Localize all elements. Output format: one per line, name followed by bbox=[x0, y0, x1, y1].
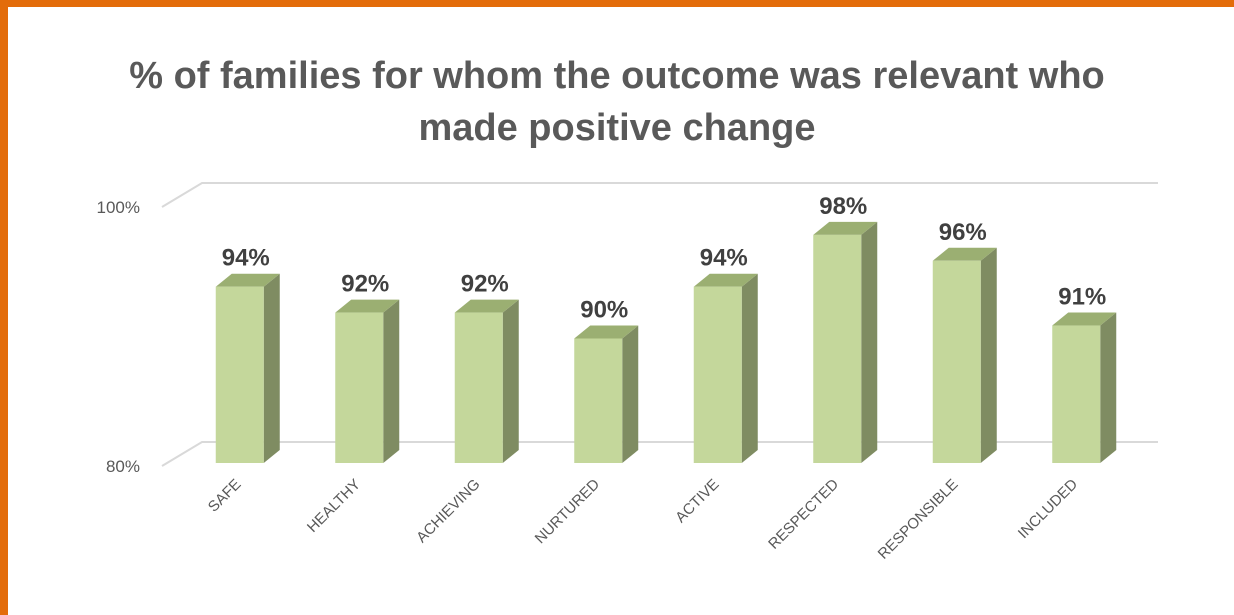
bar-top bbox=[215, 273, 280, 287]
bar-side bbox=[861, 221, 878, 463]
frame-border-left bbox=[0, 0, 8, 615]
bar-top bbox=[335, 299, 400, 313]
bar-side bbox=[741, 273, 758, 463]
category-label: RESPONSIBLE bbox=[875, 476, 962, 563]
category-label: RESPECTED bbox=[765, 476, 842, 553]
data-label: 90% bbox=[580, 297, 628, 324]
bar-front bbox=[574, 338, 623, 463]
bar-front bbox=[693, 286, 742, 463]
data-label: 98% bbox=[819, 193, 867, 220]
category-label: SAFE bbox=[205, 476, 245, 516]
data-label: 92% bbox=[461, 271, 509, 298]
y-tick-label: 80% bbox=[106, 457, 140, 476]
bar-included bbox=[1052, 312, 1117, 463]
chart-title: % of families for whom the outcome was r… bbox=[129, 55, 1105, 149]
category-label: ACHIEVING bbox=[413, 476, 483, 546]
bar-top bbox=[574, 325, 639, 339]
data-label: 94% bbox=[700, 245, 748, 272]
bar-front bbox=[813, 234, 862, 463]
bar-top bbox=[454, 299, 519, 313]
gridline bbox=[161, 182, 1158, 208]
bar-front bbox=[215, 286, 264, 463]
bar-front bbox=[454, 312, 503, 463]
bar-safe bbox=[215, 273, 280, 463]
bar-side bbox=[502, 299, 519, 463]
bar-nurtured bbox=[574, 325, 639, 463]
bar-respected bbox=[813, 221, 878, 463]
bar-top bbox=[813, 221, 878, 235]
category-label: HEALTHY bbox=[304, 476, 364, 536]
bar-top bbox=[693, 273, 758, 287]
bar-side bbox=[980, 247, 997, 463]
data-label: 96% bbox=[939, 219, 987, 246]
bar-responsible bbox=[932, 247, 997, 463]
data-label: 94% bbox=[222, 245, 270, 272]
bar-top bbox=[1052, 312, 1117, 326]
y-tick-label: 100% bbox=[97, 198, 140, 217]
bar-side bbox=[1100, 312, 1117, 463]
category-label: NURTURED bbox=[532, 476, 603, 547]
bar-healthy bbox=[335, 299, 400, 463]
bar-front bbox=[932, 260, 981, 463]
bar-achieving bbox=[454, 299, 519, 463]
bar-side bbox=[383, 299, 400, 463]
bar-active bbox=[693, 273, 758, 463]
category-label: INCLUDED bbox=[1015, 476, 1081, 542]
gridline bbox=[161, 441, 1158, 467]
category-label: ACTIVE bbox=[672, 476, 722, 526]
bar-top bbox=[932, 247, 997, 261]
bar-front bbox=[1052, 325, 1101, 463]
frame-border-top bbox=[0, 0, 1234, 7]
bar-side bbox=[622, 325, 639, 463]
bar-front bbox=[335, 312, 384, 463]
bar-side bbox=[263, 273, 280, 463]
data-label: 91% bbox=[1058, 284, 1106, 311]
data-label: 92% bbox=[341, 271, 389, 298]
